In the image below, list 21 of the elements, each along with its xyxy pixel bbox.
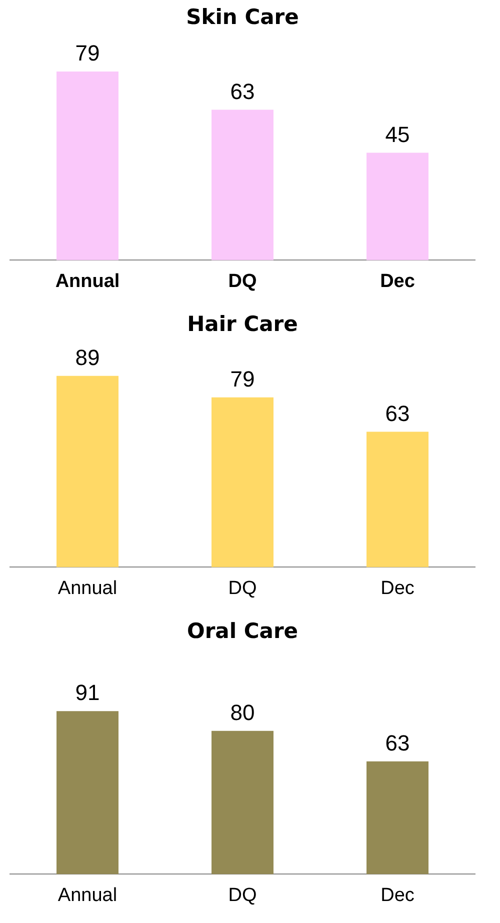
- data-label: 63: [230, 78, 255, 104]
- x-tick-label: DQ: [228, 884, 257, 906]
- chart-title: Oral Care: [186, 619, 298, 644]
- x-tick-label: DQ: [228, 270, 257, 292]
- data-label: 79: [230, 366, 255, 392]
- x-tick-label: Annual: [58, 578, 118, 599]
- data-label: 89: [75, 344, 100, 370]
- chart-title: Hair Care: [187, 312, 298, 336]
- x-tick-label: Dec: [380, 884, 414, 906]
- data-label: 80: [230, 700, 255, 725]
- x-tick-label: DQ: [228, 578, 257, 599]
- x-tick-label: Annual: [55, 270, 120, 292]
- x-tick-label: Dec: [380, 578, 414, 599]
- data-label: 79: [75, 40, 100, 66]
- data-label: 63: [385, 400, 410, 426]
- chart-title: Skin Care: [186, 5, 299, 30]
- x-tick-label: Dec: [380, 270, 416, 292]
- data-label: 91: [75, 680, 100, 706]
- data-label: 63: [385, 730, 410, 756]
- x-tick-label: Annual: [58, 884, 118, 906]
- data-label: 45: [385, 122, 410, 147]
